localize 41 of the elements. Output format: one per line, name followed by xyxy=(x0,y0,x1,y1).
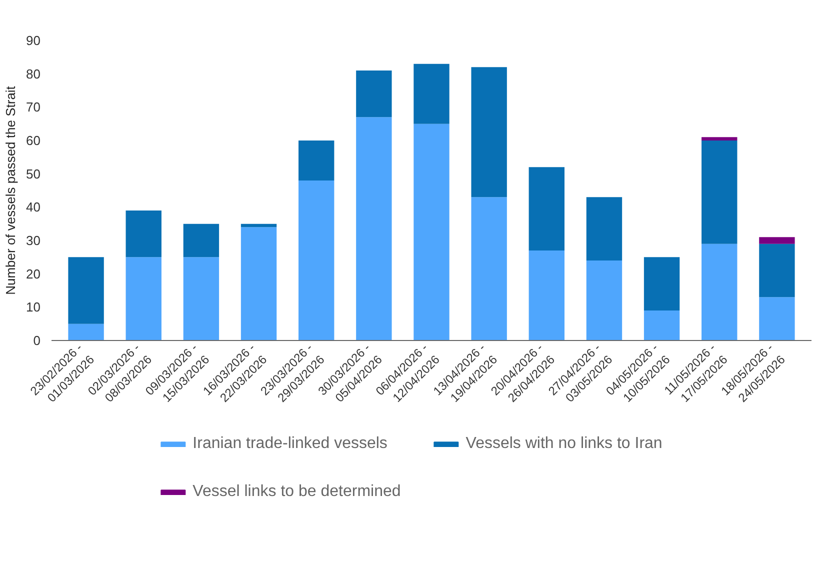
legend-label: Vessel links to be determined xyxy=(192,483,401,501)
bar xyxy=(528,167,564,250)
bar xyxy=(759,244,795,298)
bar xyxy=(183,224,220,258)
y-tick-label: 80 xyxy=(26,66,41,82)
bar xyxy=(586,260,622,340)
bar xyxy=(702,244,738,340)
bar xyxy=(298,180,334,340)
y-tick-label: 50 xyxy=(26,166,41,182)
bar xyxy=(471,67,507,198)
legend-label: Iranian trade-linked vessels xyxy=(192,435,388,453)
bar xyxy=(644,310,680,340)
bar xyxy=(183,257,220,340)
bar xyxy=(702,137,738,140)
bar xyxy=(240,227,277,340)
legend-label: Vessels with no links to Iran xyxy=(466,435,662,453)
y-axis-title: Number of vessels passed the Strait xyxy=(3,86,18,295)
y-tick-label: 0 xyxy=(33,333,41,348)
bar xyxy=(356,117,392,340)
y-tick-label: 60 xyxy=(26,133,41,148)
bar xyxy=(644,257,680,310)
y-tick-label: 20 xyxy=(26,266,41,282)
bar xyxy=(702,140,738,244)
bar xyxy=(356,70,392,118)
bar xyxy=(126,257,162,340)
bar xyxy=(68,324,104,340)
bar xyxy=(528,250,564,340)
bar xyxy=(471,197,507,340)
bar xyxy=(759,297,795,340)
y-tick-label: 90 xyxy=(26,33,41,48)
y-tick-label: 70 xyxy=(26,100,41,115)
y-tick-label: 30 xyxy=(26,233,41,248)
bar xyxy=(68,257,104,324)
bar xyxy=(298,140,334,180)
bar xyxy=(759,237,795,244)
y-tick-label: 40 xyxy=(26,200,41,215)
bar xyxy=(414,124,450,340)
bar xyxy=(126,210,162,258)
bar xyxy=(414,64,450,124)
y-tick-label: 10 xyxy=(26,300,41,315)
bar xyxy=(586,197,622,260)
